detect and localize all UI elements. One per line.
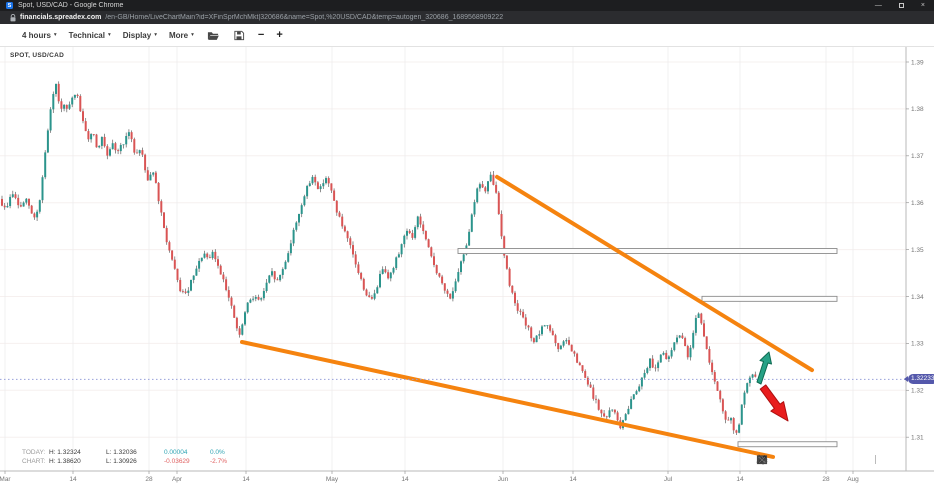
- x-axis-label: Aug: [847, 476, 859, 483]
- window-controls: — ×: [875, 2, 928, 9]
- address-bar[interactable]: financials.spreadex.com/en-GB/Home/LiveC…: [0, 11, 934, 24]
- x-axis-label: May: [326, 476, 339, 483]
- resistance-zone-1[interactable]: [457, 248, 838, 254]
- menu-technical[interactable]: Technical ▾: [69, 31, 111, 40]
- upper-descending-trendline[interactable]: [495, 174, 814, 373]
- price-stats: TODAY: H: 1.32324 L: 1.32036 0.00004 0.0% CHA…: [22, 448, 227, 466]
- x-axis-label: Jul: [664, 476, 673, 483]
- axes-icon[interactable]: [757, 453, 806, 466]
- pencil-icon[interactable]: [758, 453, 891, 466]
- x-axis-label: 14: [242, 476, 250, 483]
- close-icon[interactable]: [758, 453, 904, 466]
- chevron-down-icon: ▾: [107, 32, 111, 38]
- diagonal-line-icon[interactable]: [757, 453, 871, 466]
- trendlines[interactable]: [240, 174, 814, 459]
- y-axis-label: 1.38: [911, 106, 924, 113]
- y-axis-label: 1.37: [911, 153, 924, 160]
- chart-toolbar: 4 hours ▾ Technical ▾ Display ▾ More ▾ − +: [0, 24, 934, 47]
- chevron-down-icon: ▾: [191, 32, 194, 38]
- bearish-arrow[interactable]: [759, 384, 789, 422]
- stats-row: CHART: H: 1.38620 L: 1.30926 -0.03629 -2.7%: [22, 457, 227, 466]
- open-folder-icon[interactable]: [206, 28, 220, 42]
- menu-display[interactable]: Display ▾: [123, 31, 157, 40]
- text-icon[interactable]: Abc: [756, 453, 858, 466]
- lower-descending-trendline[interactable]: [240, 339, 775, 459]
- redo-arrow-icon[interactable]: [757, 453, 780, 466]
- grid-icon[interactable]: [756, 453, 793, 466]
- x-axis-label: Mar: [0, 476, 11, 483]
- zoom-in-button[interactable]: +: [276, 28, 283, 41]
- x-axis-label: 14: [736, 476, 744, 483]
- price-chart[interactable]: 1.39 1.38 1.37 1.36 1.35 1.34 1.33 1.32 1.31 Mar 1…: [0, 47, 934, 490]
- window-title: Spot, USD/CAD - Google Chrome: [18, 2, 124, 9]
- x-axis-label: 14: [569, 476, 577, 483]
- menu-more[interactable]: More ▾: [169, 31, 194, 40]
- axes: 1.39 1.38 1.37 1.36 1.35 1.34 1.33 1.32 1.31 Mar 1…: [0, 47, 934, 483]
- arrow-annotations[interactable]: [756, 351, 789, 422]
- stats-row: TODAY: H: 1.32324 L: 1.32036 0.00004 0.0%: [22, 448, 227, 457]
- lock-icon: [10, 13, 16, 22]
- x-axis-label: 14: [401, 476, 409, 483]
- stats-label: TODAY:: [22, 449, 46, 456]
- chevron-down-icon: ▾: [53, 32, 57, 38]
- toolbar-separator: [875, 455, 876, 464]
- x-axis-label: 14: [69, 476, 77, 483]
- menu-technical-label: Technical: [68, 30, 105, 40]
- support-zone[interactable]: [737, 441, 838, 448]
- stats-change: 0.00004: [164, 449, 188, 456]
- url-path: /en-GB/Home/LiveChartMain?id=XFinSprMchM…: [105, 14, 504, 21]
- x-axis-label: 28: [145, 476, 153, 483]
- segment-icon[interactable]: [757, 453, 832, 466]
- x-axis-label: 28: [822, 476, 830, 483]
- bullish-arrow[interactable]: [756, 351, 772, 385]
- price-zones[interactable]: [457, 248, 838, 448]
- stats-label: CHART:: [22, 458, 46, 465]
- restore-button[interactable]: [898, 3, 904, 8]
- stats-high: H: 1.38620: [49, 458, 81, 465]
- minimize-button[interactable]: —: [874, 2, 882, 9]
- url-domain: financials.spreadex.com: [20, 14, 102, 21]
- stats-high: H: 1.32324: [49, 449, 81, 456]
- stats-change: -0.03629: [164, 458, 190, 465]
- save-icon[interactable]: [232, 28, 246, 42]
- menu-display-label: Display: [122, 30, 152, 40]
- x-axis-label: Jun: [498, 476, 509, 483]
- y-axis-label: 1.33: [911, 341, 924, 348]
- stats-low: L: 1.30926: [106, 458, 137, 465]
- resistance-zone-2[interactable]: [701, 295, 838, 302]
- y-axis-label: 1.35: [911, 247, 924, 254]
- x-axis-label: Apr: [172, 476, 183, 483]
- drawing-toolbar: Abc: [756, 453, 904, 466]
- y-axis-label: 1.32: [911, 388, 924, 395]
- y-axis-label: 1.36: [911, 200, 924, 207]
- chart-area[interactable]: 1.39 1.38 1.37 1.36 1.35 1.34 1.33 1.32 1.31 Mar 1…: [0, 47, 934, 490]
- candlesticks: [1, 81, 757, 436]
- y-axis-label: 1.31: [911, 435, 924, 442]
- symbol-label: SPOT, USD/CAD: [10, 52, 65, 59]
- y-axis-label: 1.39: [911, 59, 924, 66]
- app-icon: S: [6, 2, 13, 9]
- zoom-out-button[interactable]: −: [257, 28, 265, 41]
- gridlines: [0, 47, 906, 471]
- chevron-down-icon: ▾: [154, 32, 157, 38]
- window-titlebar: S Spot, USD/CAD - Google Chrome — ×: [0, 0, 934, 11]
- hline-icon[interactable]: [757, 453, 819, 466]
- menu-more-label: More: [168, 30, 189, 40]
- menu-timeframe[interactable]: 4 hours ▾: [22, 31, 57, 40]
- y-axis-label: 1.34: [911, 294, 924, 301]
- current-price-badge: 1.32233: [904, 374, 934, 384]
- rect-icon[interactable]: [757, 453, 845, 466]
- stats-change-pct: 0.0%: [210, 449, 225, 456]
- stats-change-pct: -2.7%: [210, 458, 227, 465]
- stats-low: L: 1.32036: [106, 449, 137, 456]
- menu-timeframe-label: 4 hours: [22, 30, 51, 40]
- close-button[interactable]: ×: [920, 2, 925, 9]
